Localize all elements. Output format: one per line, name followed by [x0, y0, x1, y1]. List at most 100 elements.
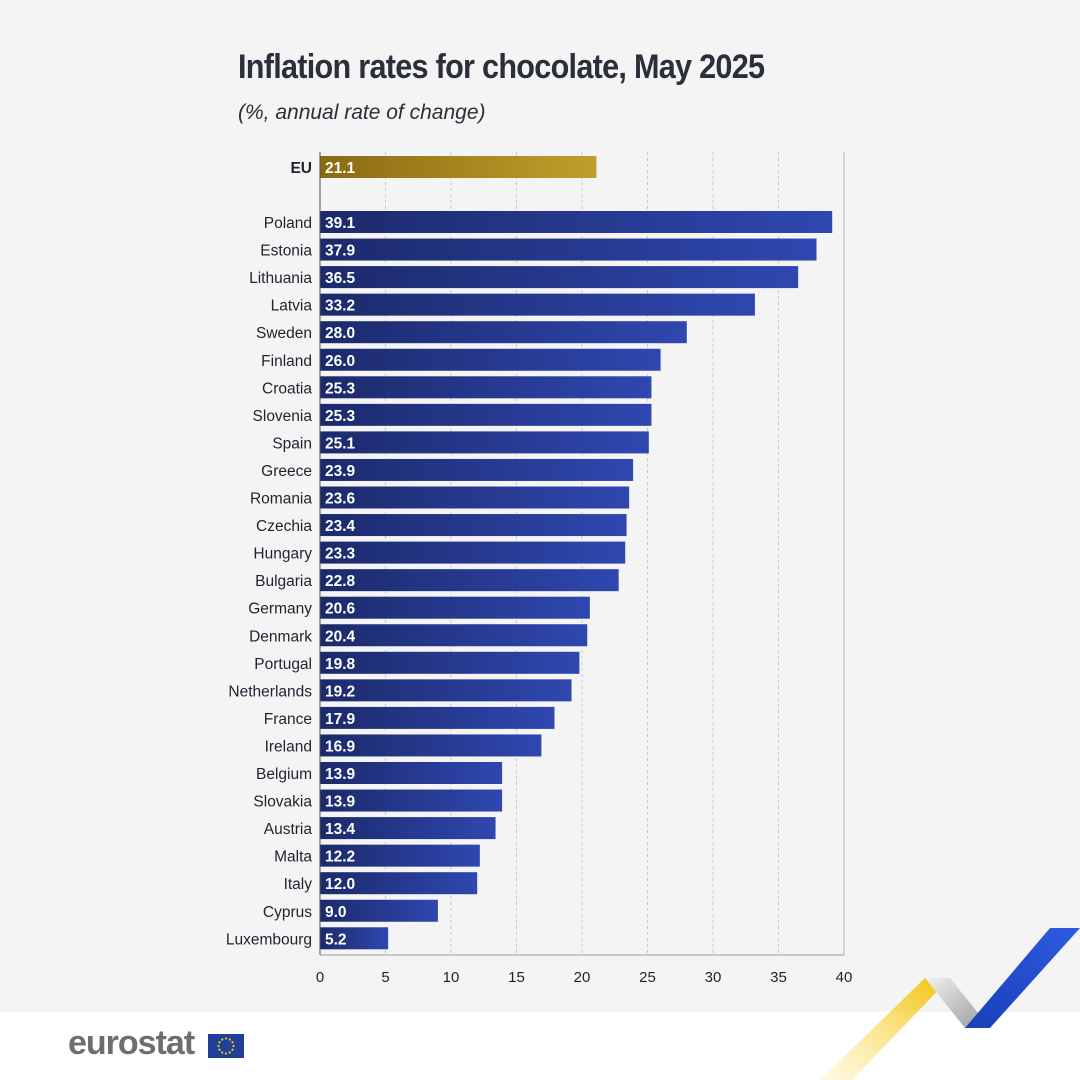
- flag-star: [218, 1041, 221, 1044]
- flag-star: [224, 1052, 228, 1055]
- flag-star: [228, 1038, 231, 1041]
- bar: [320, 679, 572, 702]
- bar: [320, 431, 649, 454]
- category-label: Luxembourg: [226, 931, 312, 948]
- category-label: Czechia: [256, 518, 312, 535]
- value-label: 25.3: [325, 380, 356, 397]
- x-tick-label: 15: [508, 969, 525, 986]
- value-label: 19.2: [325, 683, 355, 700]
- value-label: 20.6: [325, 601, 356, 618]
- value-label: 9.0: [325, 904, 347, 921]
- value-label: 25.3: [325, 408, 356, 425]
- category-label: Italy: [284, 876, 313, 893]
- eurostat-logo-text: eurostat: [68, 1024, 195, 1062]
- category-label: Spain: [272, 435, 312, 452]
- value-label: 13.4: [325, 821, 356, 838]
- x-tick-label: 40: [836, 969, 853, 986]
- category-label: Slovenia: [253, 408, 313, 425]
- category-label: France: [264, 711, 312, 728]
- bar: [320, 927, 389, 950]
- bar: [320, 624, 588, 647]
- flag-star: [221, 1051, 224, 1054]
- category-label: Malta: [274, 849, 312, 866]
- bar-chart: 21.1 EU 39.1 Poland 37.9 Estonia 36.5 Lithuania…: [226, 152, 853, 986]
- x-tick-label: 35: [770, 969, 787, 986]
- bar: [320, 596, 590, 619]
- labels: 21.1 EU 39.1 Poland 37.9 Estonia 36.5 Lithuania…: [226, 160, 356, 948]
- bar: [320, 569, 619, 592]
- category-label: Croatia: [262, 380, 312, 397]
- value-label: 23.3: [325, 546, 356, 563]
- category-label: Greece: [261, 463, 312, 480]
- value-label: 39.1: [325, 215, 356, 232]
- category-label: Romania: [250, 491, 312, 508]
- bar: [320, 734, 542, 757]
- bars: [320, 156, 833, 950]
- x-tick-label: 10: [443, 969, 460, 986]
- category-label: Lithuania: [249, 270, 312, 287]
- value-label: 20.4: [325, 628, 356, 645]
- category-label: Estonia: [260, 243, 312, 260]
- bar: [320, 872, 478, 895]
- category-label: Poland: [264, 215, 312, 232]
- value-label: 16.9: [325, 738, 356, 755]
- bar: [320, 514, 627, 537]
- flag-star: [231, 1041, 234, 1044]
- value-label-eu: 21.1: [325, 160, 356, 177]
- x-axis: 0 5 10 15 20 25 30 35 40: [316, 152, 853, 986]
- bar: [320, 486, 630, 509]
- bar: [320, 899, 438, 922]
- chart-subtitle: (%, annual rate of change): [238, 101, 486, 124]
- value-label: 13.9: [325, 766, 356, 783]
- flag-star: [217, 1044, 220, 1048]
- category-label: Latvia: [271, 298, 313, 315]
- bar: [320, 762, 503, 784]
- value-label: 13.9: [325, 794, 356, 811]
- bar: [320, 348, 661, 371]
- value-label: 19.8: [325, 656, 356, 673]
- category-label: Denmark: [249, 628, 312, 645]
- category-label: Germany: [248, 601, 312, 618]
- category-label: Slovakia: [253, 794, 312, 811]
- value-label: 22.8: [325, 573, 356, 590]
- flag-star: [218, 1048, 221, 1051]
- value-label: 25.1: [325, 435, 356, 452]
- x-tick-label: 20: [574, 969, 591, 986]
- ribbon-decoration-icon: [820, 928, 1080, 1080]
- flag-star: [228, 1051, 231, 1054]
- x-tick-label: 5: [381, 969, 389, 986]
- category-label: Bulgaria: [255, 573, 312, 590]
- bar: [320, 651, 580, 674]
- value-label: 28.0: [325, 325, 355, 342]
- value-label: 12.0: [325, 876, 355, 893]
- category-label: Belgium: [256, 766, 312, 783]
- value-label: 33.2: [325, 298, 355, 315]
- bar: [320, 293, 755, 316]
- category-label-eu: EU: [290, 160, 312, 177]
- flag-star: [224, 1037, 228, 1040]
- category-label: Portugal: [254, 656, 312, 673]
- bar: [320, 211, 833, 233]
- chart-title: Inflation rates for chocolate, May 2025: [238, 48, 765, 86]
- bar: [320, 238, 817, 261]
- bar: [320, 403, 652, 426]
- value-label: 23.9: [325, 463, 356, 480]
- category-label: Hungary: [253, 546, 312, 563]
- value-label: 12.2: [325, 849, 355, 866]
- category-label: Sweden: [256, 325, 312, 342]
- eu-flag-icon: [208, 1034, 244, 1058]
- value-label: 37.9: [325, 243, 356, 260]
- value-label: 5.2: [325, 931, 347, 948]
- category-label: Austria: [264, 821, 313, 838]
- bar: [320, 376, 652, 399]
- value-label: 26.0: [325, 353, 355, 370]
- bar: [320, 321, 687, 344]
- x-tick-label: 30: [705, 969, 722, 986]
- bar: [320, 458, 634, 481]
- bar: [320, 706, 555, 729]
- category-label: Cyprus: [263, 904, 312, 921]
- bar: [320, 817, 496, 840]
- value-label: 36.5: [325, 270, 356, 287]
- x-tick-label: 0: [316, 969, 324, 986]
- value-label: 23.4: [325, 518, 356, 535]
